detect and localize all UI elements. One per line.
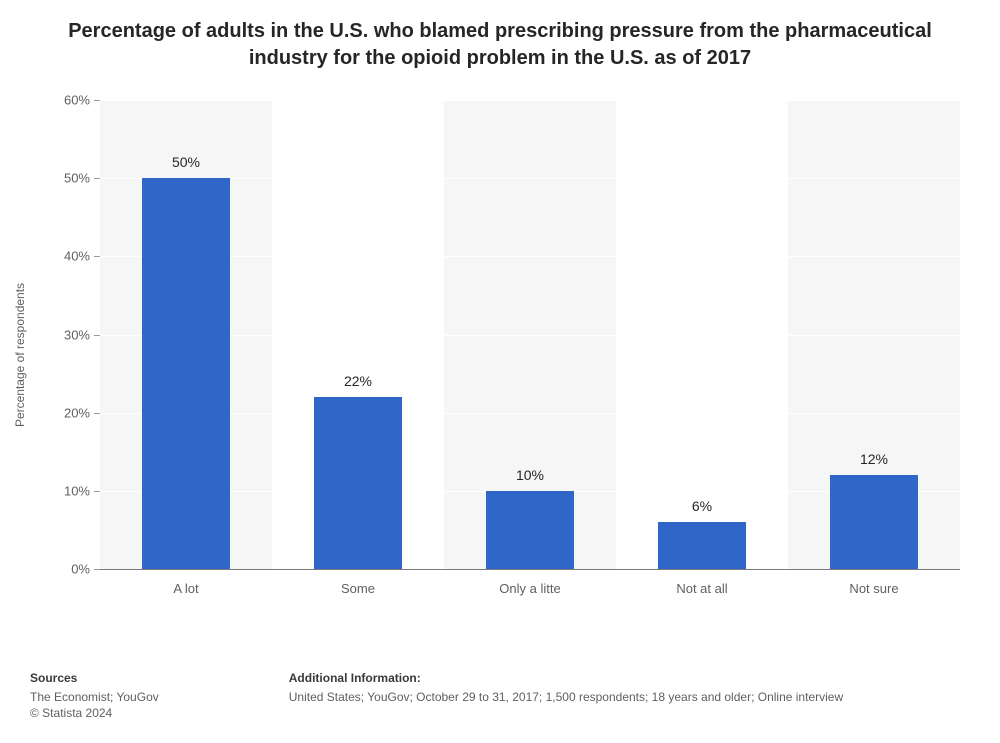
copyright-line: © Statista 2024 [30, 705, 159, 721]
y-tick-label: 60% [64, 93, 100, 108]
x-tick-label: Only a litte [499, 569, 560, 596]
chart-footer: Sources The Economist; YouGov © Statista… [30, 670, 970, 721]
chart-title: Percentage of adults in the U.S. who bla… [0, 0, 1000, 72]
y-tick-label: 20% [64, 405, 100, 420]
bar-value-label: 10% [516, 467, 544, 491]
x-tick-label: Not sure [849, 569, 898, 596]
bar-value-label: 50% [172, 154, 200, 178]
bar: 22% [314, 397, 402, 569]
bar: 6% [658, 522, 746, 569]
bar-value-label: 12% [860, 451, 888, 475]
y-tick-label: 0% [71, 562, 100, 577]
plot-area: 50%22%10%6%12% 0%10%20%30%40%50%60%A lot… [100, 100, 960, 570]
chart-area: Percentage of respondents 50%22%10%6%12%… [30, 90, 970, 620]
x-tick-label: A lot [173, 569, 198, 596]
bar: 10% [486, 491, 574, 569]
y-tick-label: 40% [64, 249, 100, 264]
bar: 50% [142, 178, 230, 569]
additional-info-line: United States; YouGov; October 29 to 31,… [289, 689, 843, 705]
sources-heading: Sources [30, 670, 159, 686]
sources-block: Sources The Economist; YouGov © Statista… [30, 670, 159, 721]
x-tick-label: Some [341, 569, 375, 596]
y-axis-label: Percentage of respondents [13, 283, 27, 427]
sources-line: The Economist; YouGov [30, 689, 159, 705]
bar-value-label: 6% [692, 498, 712, 522]
y-tick-label: 50% [64, 171, 100, 186]
y-tick-label: 10% [64, 483, 100, 498]
bars-layer: 50% 22% 10% 6% 12% [100, 100, 960, 569]
bar-value-label: 22% [344, 373, 372, 397]
x-tick-label: Not at all [676, 569, 727, 596]
y-tick-label: 30% [64, 327, 100, 342]
additional-info-block: Additional Information: United States; Y… [289, 670, 843, 721]
additional-info-heading: Additional Information: [289, 670, 843, 686]
bar: 12% [830, 475, 918, 569]
